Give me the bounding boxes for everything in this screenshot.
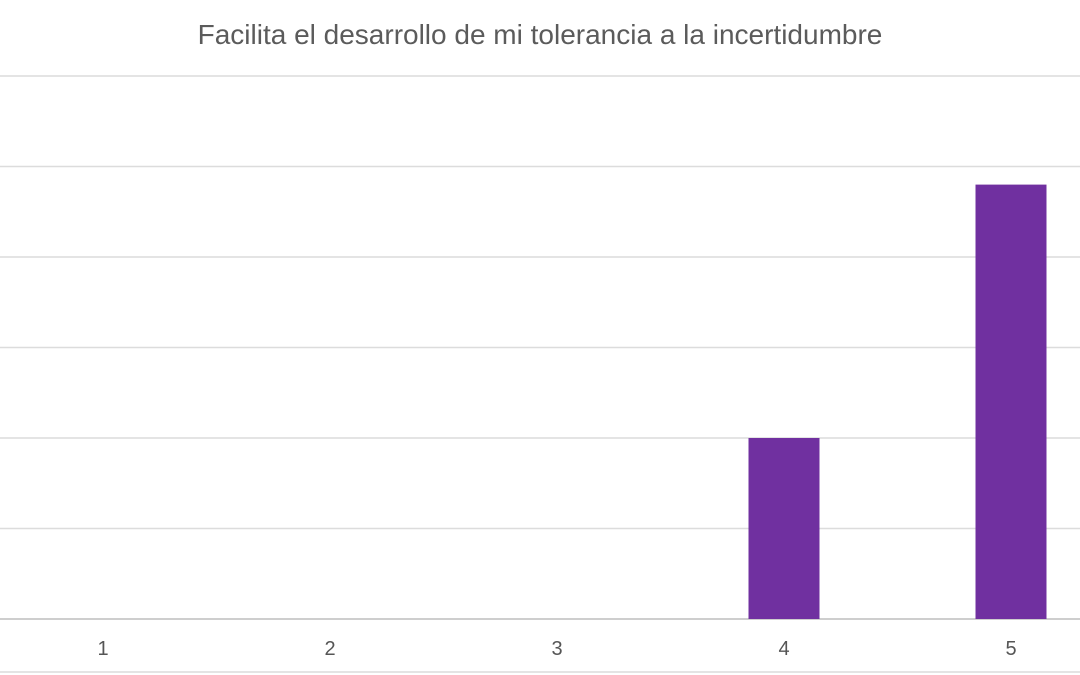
- x-tick-label-5: 5: [1005, 638, 1016, 660]
- chart-title: Facilita el desarrollo de mi tolerancia …: [198, 19, 883, 50]
- gridlines: [0, 75, 1080, 673]
- x-axis-tick-labels: 1 2 3 4 5: [97, 638, 1016, 660]
- x-tick-label-1: 1: [97, 638, 108, 660]
- x-tick-label-2: 2: [324, 638, 335, 660]
- bar-5: [975, 184, 1047, 619]
- bars: [748, 184, 1047, 619]
- bar-4: [748, 438, 820, 619]
- x-tick-label-3: 3: [551, 638, 562, 660]
- x-tick-label-4: 4: [778, 638, 789, 660]
